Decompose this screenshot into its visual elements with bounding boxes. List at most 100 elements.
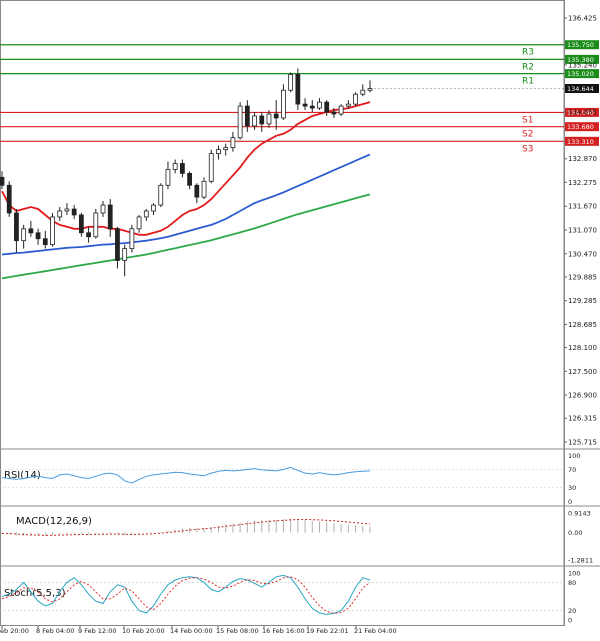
level-price-s2: 133.680 bbox=[567, 123, 594, 131]
rsi-tick-label: 0 bbox=[568, 498, 572, 506]
candle bbox=[281, 89, 286, 119]
candle bbox=[317, 101, 322, 109]
macd-tick-label: -1.2811 bbox=[568, 557, 593, 565]
y-tick-label: 135.240 bbox=[568, 61, 597, 69]
candle bbox=[353, 93, 358, 105]
level-price-tag-s3 bbox=[565, 136, 599, 146]
level-price-tag-s2 bbox=[565, 122, 599, 132]
rsi-tick-label: 30 bbox=[568, 484, 576, 492]
candle bbox=[21, 228, 27, 242]
y-tick-label: 131.670 bbox=[568, 203, 597, 211]
candle bbox=[302, 103, 308, 107]
candle bbox=[273, 113, 279, 119]
level-name-r2: R2 bbox=[522, 62, 534, 72]
y-tick-label: 131.070 bbox=[568, 227, 597, 235]
macd-tick-label: 0.00 bbox=[568, 529, 582, 537]
candle bbox=[180, 163, 185, 174]
level-price-r2: 135.380 bbox=[567, 56, 594, 64]
candle bbox=[129, 228, 135, 250]
stoch-label: Stoch(5,5,3) bbox=[4, 588, 66, 599]
level-price-tag-r2 bbox=[565, 54, 599, 64]
stoch-signal-line bbox=[1, 576, 371, 614]
candle bbox=[338, 105, 344, 115]
candle bbox=[208, 153, 214, 182]
rsi-line bbox=[1, 466, 371, 484]
y-tick-label: 134.055 bbox=[568, 108, 597, 116]
current-price-label: 134.644 bbox=[567, 85, 594, 93]
level-name-s1: S1 bbox=[522, 115, 533, 125]
level-price-tag-s1 bbox=[565, 107, 599, 117]
stoch-tick-label: 20 bbox=[568, 607, 576, 615]
candle bbox=[244, 105, 250, 127]
current-price-tag bbox=[565, 84, 599, 94]
y-tick-label: 129.885 bbox=[568, 273, 597, 281]
y-tick-label: 128.100 bbox=[568, 344, 597, 352]
level-name-s3: S3 bbox=[522, 144, 533, 154]
x-tick-label: 14 Feb 00:00 bbox=[170, 627, 213, 635]
candle bbox=[107, 204, 113, 230]
x-tick-label: eb 20:00 bbox=[0, 627, 29, 635]
candle bbox=[252, 115, 257, 127]
candle bbox=[172, 163, 178, 170]
candle bbox=[122, 248, 128, 261]
y-tick-label: 126.900 bbox=[568, 392, 597, 400]
candle bbox=[78, 214, 84, 234]
macd-tick-label: 0.9143 bbox=[568, 510, 591, 518]
rsi-tick-label: 70 bbox=[568, 466, 576, 474]
candle bbox=[187, 172, 192, 186]
candle bbox=[194, 184, 200, 198]
rsi-label: RSI(14) bbox=[4, 470, 41, 481]
candle bbox=[331, 111, 337, 115]
stoch-main-line bbox=[1, 574, 371, 615]
y-tick-label: 126.315 bbox=[568, 415, 597, 423]
x-tick-label: 8 Feb 04:00 bbox=[36, 627, 75, 635]
candle bbox=[0, 176, 5, 186]
level-name-r1: R1 bbox=[522, 77, 534, 87]
stoch-tick-label: 100 bbox=[568, 570, 580, 578]
candle bbox=[57, 210, 63, 218]
level-price-r1: 135.020 bbox=[567, 70, 594, 78]
candle bbox=[259, 115, 265, 125]
level-price-s3: 133.310 bbox=[567, 138, 594, 146]
candle bbox=[295, 74, 301, 105]
candle bbox=[6, 184, 12, 214]
y-tick-label: 136.425 bbox=[568, 15, 597, 23]
candle bbox=[100, 204, 106, 214]
candle bbox=[158, 184, 164, 206]
candle bbox=[288, 74, 294, 91]
candle bbox=[86, 232, 91, 238]
level-price-r3: 135.750 bbox=[567, 41, 594, 49]
level-price-tag-r1 bbox=[565, 69, 599, 79]
x-tick-label: 9 Feb 12:00 bbox=[78, 627, 117, 635]
ma-slow-line bbox=[1, 193, 371, 280]
x-tick-label: 10 Feb 20:00 bbox=[122, 627, 165, 635]
level-name-s2: S2 bbox=[522, 130, 533, 140]
candle bbox=[360, 89, 366, 95]
candle bbox=[151, 204, 156, 212]
stoch-tick-label: 0 bbox=[568, 617, 572, 625]
macd-label: MACD(12,26,9) bbox=[16, 516, 92, 527]
y-tick-label: 132.870 bbox=[568, 155, 597, 163]
candle bbox=[115, 228, 120, 261]
ma-fast-line bbox=[1, 101, 371, 236]
candle bbox=[136, 216, 142, 230]
candle bbox=[309, 105, 315, 109]
x-tick-label: 21 Feb 04:00 bbox=[354, 627, 397, 635]
y-tick-label: 128.685 bbox=[568, 321, 597, 329]
rsi-tick-label: 100 bbox=[568, 452, 580, 460]
candle bbox=[367, 88, 373, 91]
y-tick-label: 130.470 bbox=[568, 250, 597, 258]
candle bbox=[71, 208, 77, 216]
candle bbox=[64, 208, 70, 212]
y-tick-label: 125.715 bbox=[568, 439, 597, 447]
candle bbox=[324, 101, 330, 113]
y-tick-label: 132.275 bbox=[568, 179, 597, 187]
candle bbox=[42, 238, 48, 246]
candle bbox=[50, 216, 55, 246]
stoch-tick-label: 80 bbox=[568, 579, 576, 587]
candle bbox=[345, 103, 351, 107]
candle bbox=[223, 147, 229, 151]
candle bbox=[14, 212, 19, 242]
candle bbox=[143, 210, 149, 218]
